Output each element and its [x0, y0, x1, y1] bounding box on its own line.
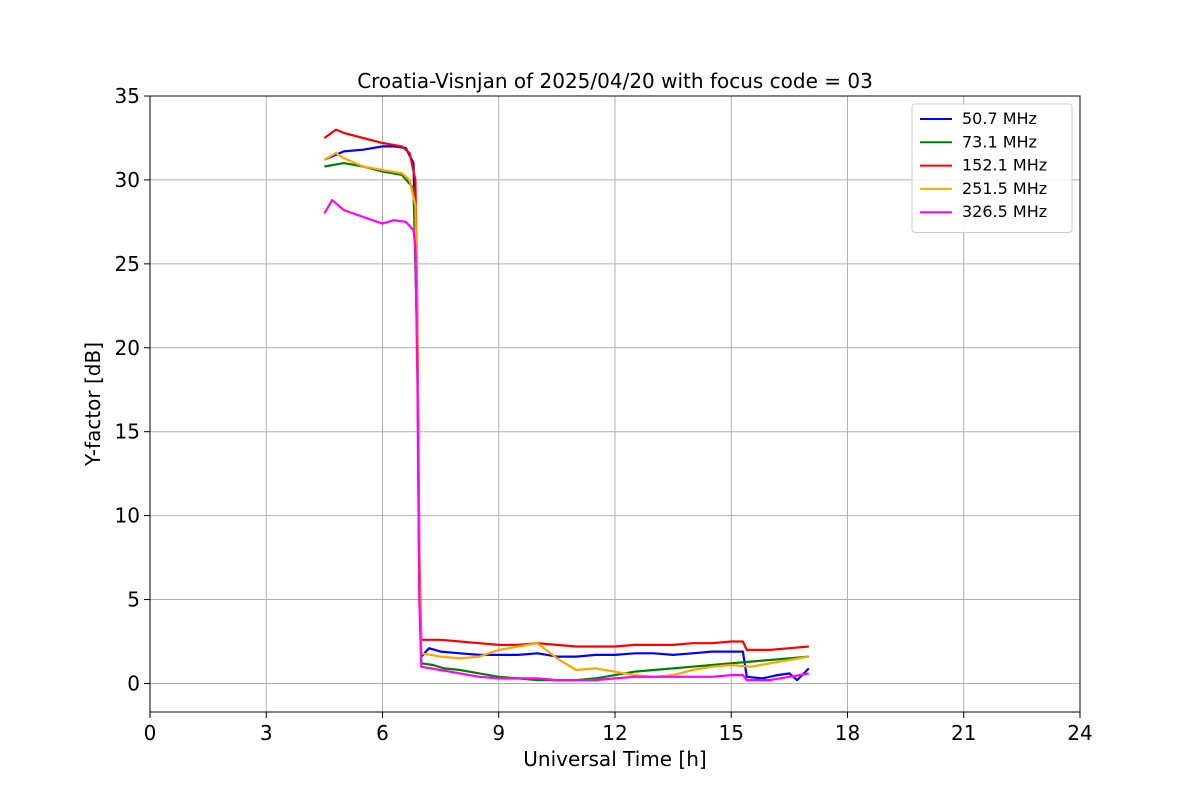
- y-tick-label: 20: [115, 336, 140, 360]
- legend-label-4: 326.5 MHz: [962, 202, 1047, 221]
- y-tick-label: 15: [115, 420, 140, 444]
- x-tick-label: 9: [492, 721, 505, 745]
- x-tick-label: 3: [260, 721, 273, 745]
- x-tick-label: 15: [719, 721, 744, 745]
- legend-label-1: 73.1 MHz: [962, 132, 1037, 151]
- chart-title: Croatia-Visnjan of 2025/04/20 with focus…: [357, 69, 873, 93]
- y-axis-label: Y-factor [dB]: [81, 342, 105, 467]
- series-line-3: [323, 152, 809, 678]
- legend: 50.7 MHz 73.1 MHz 152.1 MHz 251.5 MHz 32…: [911, 103, 1073, 233]
- x-tick-label: 21: [951, 721, 976, 745]
- y-tick-label: 5: [127, 588, 140, 612]
- series-line-4: [323, 199, 809, 682]
- x-tick-label: 6: [376, 721, 389, 745]
- y-tick-label: 0: [127, 671, 140, 695]
- x-tick-label: 18: [835, 721, 860, 745]
- x-tick-label: 24: [1067, 721, 1092, 745]
- x-tick-label: 0: [144, 721, 157, 745]
- y-tick-label: 35: [115, 84, 140, 108]
- legend-label-3: 251.5 MHz: [962, 179, 1047, 198]
- legend-label-0: 50.7 MHz: [962, 109, 1037, 128]
- legend-label-2: 152.1 MHz: [962, 156, 1047, 175]
- y-tick-label: 10: [115, 504, 140, 528]
- y-tick-label: 25: [115, 252, 140, 276]
- y-tick-label: 30: [115, 168, 140, 192]
- x-axis-label: Universal Time [h]: [523, 747, 706, 771]
- series-lines: [323, 128, 810, 682]
- legend-box: [911, 103, 1073, 233]
- axis-ticks: 0 3 6 9 12 15 18 21 24 0 5 10 15 20 25 30 35: [115, 84, 1093, 745]
- x-tick-label: 12: [602, 721, 627, 745]
